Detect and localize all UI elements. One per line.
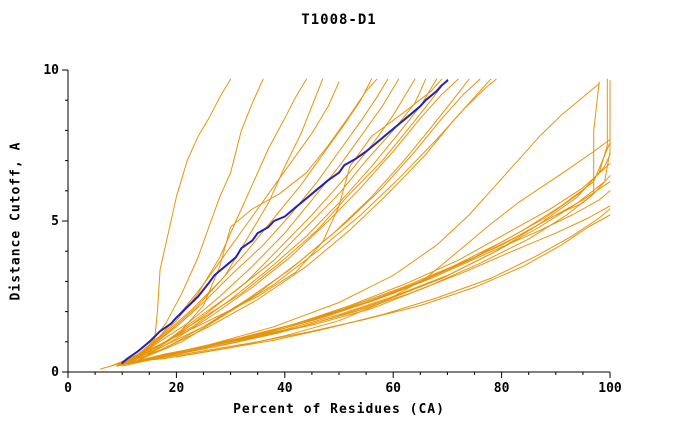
curve-model-tail-1 (127, 80, 611, 364)
curve-model-mid-1 (116, 81, 340, 367)
curve-model-flat-7 (138, 142, 611, 362)
y-tick-label: 0 (51, 365, 59, 380)
curve-model-mid-13 (138, 78, 497, 361)
curve-model-tail-2 (121, 78, 608, 365)
x-tick-label: 0 (64, 381, 72, 396)
y-tick-label: 10 (43, 63, 59, 78)
curve-model-mid-6 (132, 78, 427, 362)
curve-model-rise-2 (143, 83, 600, 361)
x-tick-label: 20 (169, 381, 185, 396)
curve-model-mid-8 (127, 78, 448, 364)
curve-model-steep-1 (148, 78, 232, 355)
curve-model-jog-1 (143, 78, 378, 358)
x-tick-label: 80 (494, 381, 510, 396)
curve-model-mid-5 (116, 78, 416, 367)
curve-model-mid-9 (138, 78, 459, 361)
x-tick-label: 100 (598, 381, 622, 396)
curve-model-steep-4 (127, 78, 324, 364)
curve-model-mid-4 (127, 78, 400, 364)
curve-model-flat-4 (132, 163, 611, 364)
curve-model-jog-2 (110, 78, 443, 367)
x-tick-label: 60 (385, 381, 401, 396)
curve-model-flat-1 (116, 205, 611, 367)
curve-model-mid-7 (121, 78, 438, 364)
curve-model-mid-3 (121, 78, 389, 364)
x-axis-label: Percent of Residues (CA) (233, 402, 445, 417)
curve-model-rise-1 (175, 139, 611, 358)
curve-model-tail-3 (132, 81, 600, 364)
curve-model-low-2 (100, 208, 611, 370)
curve-model-flat-3 (127, 181, 611, 364)
y-tick-label: 5 (51, 214, 59, 229)
x-tick-label: 40 (277, 381, 293, 396)
curve-model-mid-2 (121, 78, 372, 365)
curve-model-steep-2 (138, 78, 264, 358)
curve-model-low-1 (148, 214, 611, 361)
chart-title: T1008-D1 (301, 12, 377, 28)
curve-model-flat-6 (121, 151, 611, 367)
curve-model-mid-11 (132, 78, 481, 364)
curve-model-steep-3 (132, 78, 307, 361)
curve-model-highlighted (121, 79, 449, 364)
